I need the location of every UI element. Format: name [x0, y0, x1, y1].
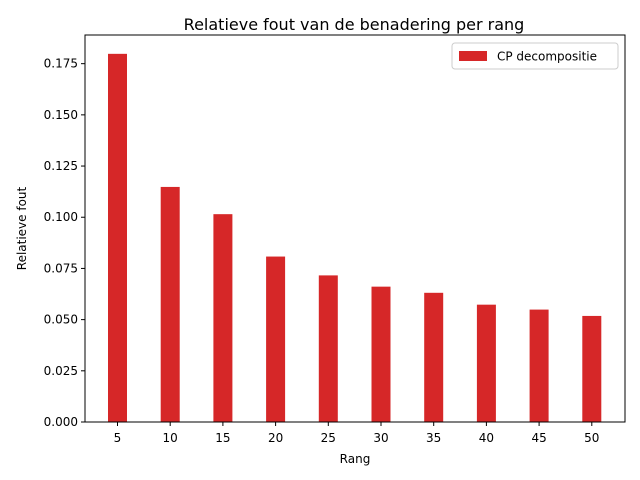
y-axis-ticks: 0.000 0.025 0.050 0.075 0.100 0.125 0.150 0.175: [44, 57, 85, 429]
y-tick-label: 0.075: [44, 261, 78, 275]
x-axis-ticks: 5 10 15 20 25 30 35 40 45 50: [114, 422, 599, 445]
bar: [160, 186, 180, 422]
x-tick-label: 40: [479, 431, 494, 445]
y-tick-label: 0.025: [44, 364, 78, 378]
bar: [318, 275, 338, 422]
bars-group: [108, 53, 602, 423]
y-tick-label: 0.050: [44, 313, 78, 327]
bar: [476, 304, 496, 422]
chart-title: Relatieve fout van de benadering per ran…: [184, 15, 525, 34]
x-tick-label: 10: [163, 431, 178, 445]
bar: [213, 214, 233, 422]
x-tick-label: 45: [531, 431, 546, 445]
x-axis-label: Rang: [340, 452, 371, 466]
y-tick-label: 0.000: [44, 415, 78, 429]
x-tick-label: 15: [215, 431, 230, 445]
x-tick-label: 25: [321, 431, 336, 445]
legend-label: CP decompositie: [497, 50, 597, 64]
x-tick-label: 20: [268, 431, 283, 445]
x-tick-label: 30: [373, 431, 388, 445]
legend: CP decompositie: [451, 42, 619, 70]
y-tick-label: 0.150: [44, 108, 78, 122]
bar: [371, 286, 391, 422]
x-tick-label: 50: [584, 431, 599, 445]
y-tick-label: 0.100: [44, 210, 78, 224]
bar: [582, 315, 602, 422]
y-tick-label: 0.125: [44, 159, 78, 173]
y-axis-label: Relatieve fout: [15, 186, 29, 270]
y-tick-label: 0.175: [44, 57, 78, 71]
bar: [529, 309, 549, 422]
x-tick-label: 5: [114, 431, 122, 445]
plot-frame: [84, 34, 626, 423]
x-tick-label: 35: [426, 431, 441, 445]
bar: [108, 53, 127, 423]
bar: [266, 256, 286, 422]
legend-box: [451, 42, 619, 70]
legend-swatch: [459, 51, 487, 61]
bar: [424, 292, 444, 422]
